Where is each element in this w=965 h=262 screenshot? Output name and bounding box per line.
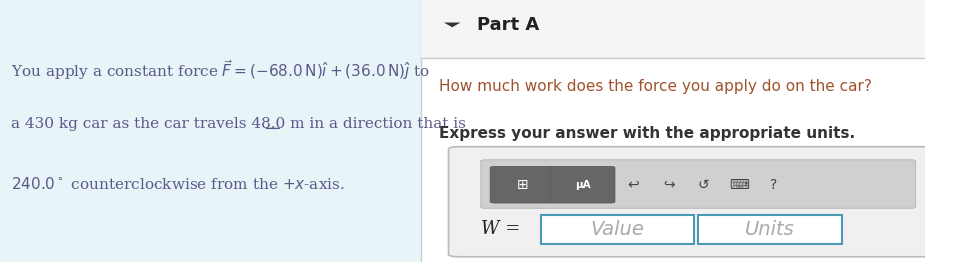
FancyBboxPatch shape [699, 215, 841, 244]
Text: ↪: ↪ [663, 178, 675, 192]
FancyBboxPatch shape [550, 166, 615, 203]
FancyBboxPatch shape [421, 0, 924, 58]
FancyBboxPatch shape [490, 166, 555, 203]
Text: Value: Value [591, 220, 645, 239]
Text: How much work does the force you apply do on the car?: How much work does the force you apply d… [439, 79, 872, 94]
FancyBboxPatch shape [481, 160, 916, 208]
Polygon shape [444, 23, 460, 27]
Text: ⊞: ⊞ [516, 178, 528, 192]
Text: You apply a constant force $\vec{F} = (-68.0\,\mathrm{N})\hat{\imath} + (36.0\,\: You apply a constant force $\vec{F} = (-… [11, 58, 430, 81]
Text: ⌨: ⌨ [729, 178, 749, 192]
Text: W =: W = [481, 220, 520, 238]
Text: Units: Units [745, 220, 795, 239]
FancyBboxPatch shape [0, 0, 421, 262]
Text: ↺: ↺ [698, 178, 709, 192]
FancyBboxPatch shape [421, 0, 924, 262]
Text: ↩: ↩ [627, 178, 639, 192]
FancyBboxPatch shape [449, 147, 948, 257]
Text: Part A: Part A [477, 16, 539, 34]
Text: $240.0^\circ$ counterclockwise from the $+x$-axis.: $240.0^\circ$ counterclockwise from the … [11, 176, 345, 192]
FancyBboxPatch shape [541, 215, 694, 244]
Text: a 430 kg car as the car travels 48.0 m in a direction that is: a 430 kg car as the car travels 48.0 m i… [11, 117, 466, 130]
Text: μA: μA [575, 180, 591, 190]
Text: Express your answer with the appropriate units.: Express your answer with the appropriate… [439, 126, 855, 141]
Text: ?: ? [770, 178, 778, 192]
